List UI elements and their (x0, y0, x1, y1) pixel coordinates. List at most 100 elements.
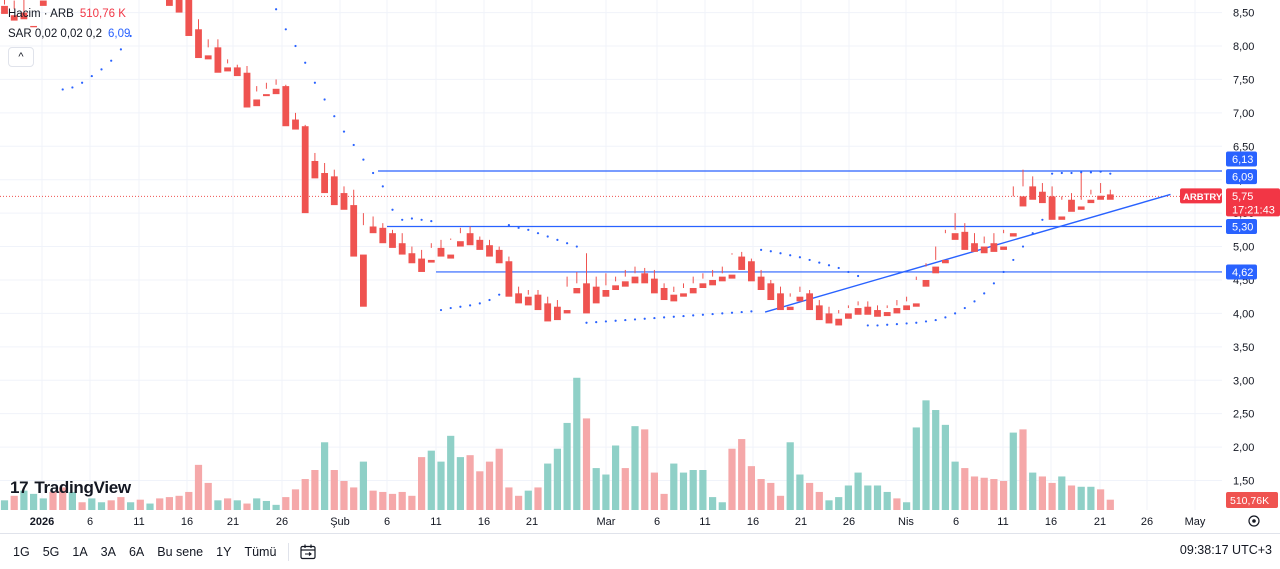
volume-bar (301, 479, 309, 510)
sar-dot (420, 218, 423, 221)
tradingview-logo-icon: 17 (10, 478, 29, 497)
level-tag (1226, 218, 1257, 234)
sar-dot (478, 302, 481, 305)
candle (961, 223, 969, 250)
clock-readout[interactable]: 09:38:17 UTC+3 (1179, 543, 1272, 557)
candle-body (486, 245, 493, 257)
candle (864, 301, 872, 315)
candle (369, 216, 377, 234)
candle (1058, 196, 1066, 220)
volume-bar (534, 487, 542, 510)
candle-body (524, 296, 532, 306)
time-axis-tick: 16 (478, 516, 490, 528)
candle (592, 276, 600, 304)
volume-bar (437, 461, 445, 510)
time-axis-tick: 26 (1141, 516, 1153, 528)
volume-bar (88, 498, 96, 510)
sar-dot (701, 313, 705, 316)
candle-body (912, 303, 920, 307)
timeframe-1g[interactable]: 1G (13, 544, 30, 559)
price-axis-tick: 3,00 (1233, 375, 1254, 387)
sar-dot (740, 310, 743, 314)
candle (942, 229, 949, 264)
timeframe-6a[interactable]: 6A (128, 544, 145, 559)
candle (398, 233, 406, 255)
candle-body (1077, 206, 1085, 210)
volume-bar (747, 466, 755, 510)
volume-bar (291, 489, 300, 510)
calendar-range-icon[interactable] (299, 543, 317, 561)
candle (39, 0, 47, 6)
candle (602, 273, 610, 297)
volume-bar (699, 470, 707, 510)
candle (835, 310, 843, 326)
volume-bar (709, 497, 717, 510)
candle-body (476, 239, 484, 250)
candle-body (738, 256, 746, 270)
candle-body (680, 293, 687, 297)
volume-bar (844, 485, 852, 510)
timeframe-3a[interactable]: 3A (100, 544, 116, 559)
candle (379, 223, 387, 244)
price-chart[interactable]: 8,508,007,507,006,506,005,505,004,504,00… (0, 0, 1280, 533)
volume-bar (350, 487, 358, 510)
settings-gear-icon[interactable] (1248, 515, 1260, 527)
timeframe-bu-sene[interactable]: Bu sene (157, 544, 204, 559)
candle (796, 286, 804, 302)
candle-body (612, 285, 619, 291)
candle-body (389, 233, 396, 248)
sar-dot (857, 274, 860, 278)
symbol-tag (1180, 188, 1222, 204)
sar-dot (682, 314, 685, 318)
volume-bar (893, 498, 901, 510)
candle (922, 263, 930, 287)
candle-body (1087, 199, 1095, 204)
candle-body (845, 313, 852, 319)
sar-dot (575, 245, 578, 248)
volume-bar (485, 461, 494, 510)
candle-body (825, 313, 833, 324)
collapse-legend-button[interactable]: ^ (8, 47, 34, 67)
volume-legend-row[interactable]: Hacim · ARB 510,76 K (8, 4, 130, 24)
sar-dot (1099, 170, 1102, 173)
candle (777, 286, 784, 311)
candle (1029, 176, 1037, 200)
candle-body (748, 261, 755, 282)
volume-bar (127, 502, 135, 510)
candle (1039, 183, 1046, 204)
candle (1097, 183, 1104, 200)
time-axis-tick: 26 (843, 516, 855, 528)
volume-bar (408, 495, 416, 510)
candle (253, 86, 261, 107)
sar-dot (663, 316, 666, 319)
candle-body (990, 243, 998, 252)
volume-bar (398, 491, 406, 510)
sar-dot (760, 248, 763, 251)
volume-bar (941, 424, 949, 510)
tradingview-logo[interactable]: 17 TradingView (10, 478, 131, 498)
volume-bar (369, 490, 377, 510)
sar-dot (391, 208, 394, 211)
sar-dot (362, 158, 365, 161)
timeframe-1a[interactable]: 1A (72, 544, 88, 559)
candle-body (185, 0, 193, 36)
time-axis-tick: 16 (747, 516, 759, 528)
volume-tag (1226, 492, 1278, 508)
volume-bar (330, 470, 338, 510)
volume-bar (39, 498, 47, 510)
sar-dot (604, 320, 608, 323)
volume-bar (1077, 486, 1085, 510)
timeframe-tumu[interactable]: Tümü (244, 544, 277, 559)
volume-bar (922, 400, 930, 510)
sar-dot (430, 220, 433, 223)
timeframe-5g[interactable]: 5G (42, 544, 60, 559)
volume-bar (456, 457, 464, 510)
candle-body (214, 47, 222, 73)
candle (641, 267, 649, 284)
candle-body (1039, 191, 1046, 204)
sar-legend-row[interactable]: SAR 0,02 0,02 0,2 6,09 (8, 24, 130, 44)
sar-dot (546, 235, 549, 238)
price-axis-tick: 8,00 (1233, 41, 1254, 53)
timeframe-1y[interactable]: 1Y (216, 544, 232, 559)
volume-bar (670, 463, 678, 510)
